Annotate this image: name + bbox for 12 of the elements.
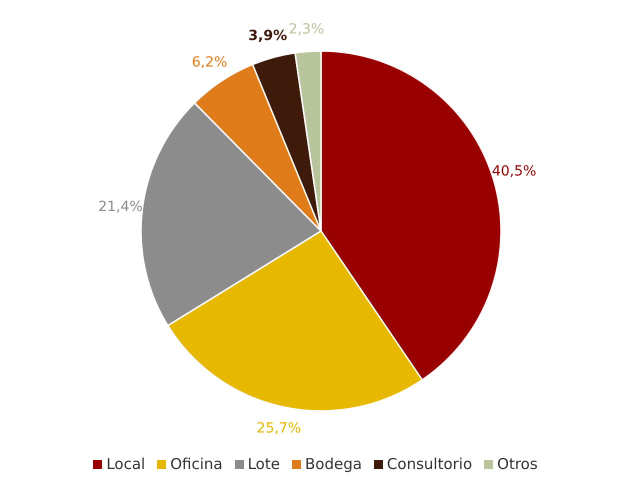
legend-label: Bodega <box>304 455 362 473</box>
data-label: 25,7% <box>256 420 302 437</box>
legend-label: Oficina <box>170 455 223 473</box>
data-label: 6,2% <box>192 54 228 71</box>
data-label: 40,5% <box>492 164 536 180</box>
legend-label: Local <box>106 455 146 473</box>
data-label: 21,4% <box>98 198 143 215</box>
data-label: 3,9% <box>248 28 288 44</box>
legend-label: Consultorio <box>386 455 472 473</box>
legend-label: Lote <box>248 455 280 473</box>
data-label: 2,3% <box>288 22 324 38</box>
legend-label: Otros <box>497 455 538 473</box>
